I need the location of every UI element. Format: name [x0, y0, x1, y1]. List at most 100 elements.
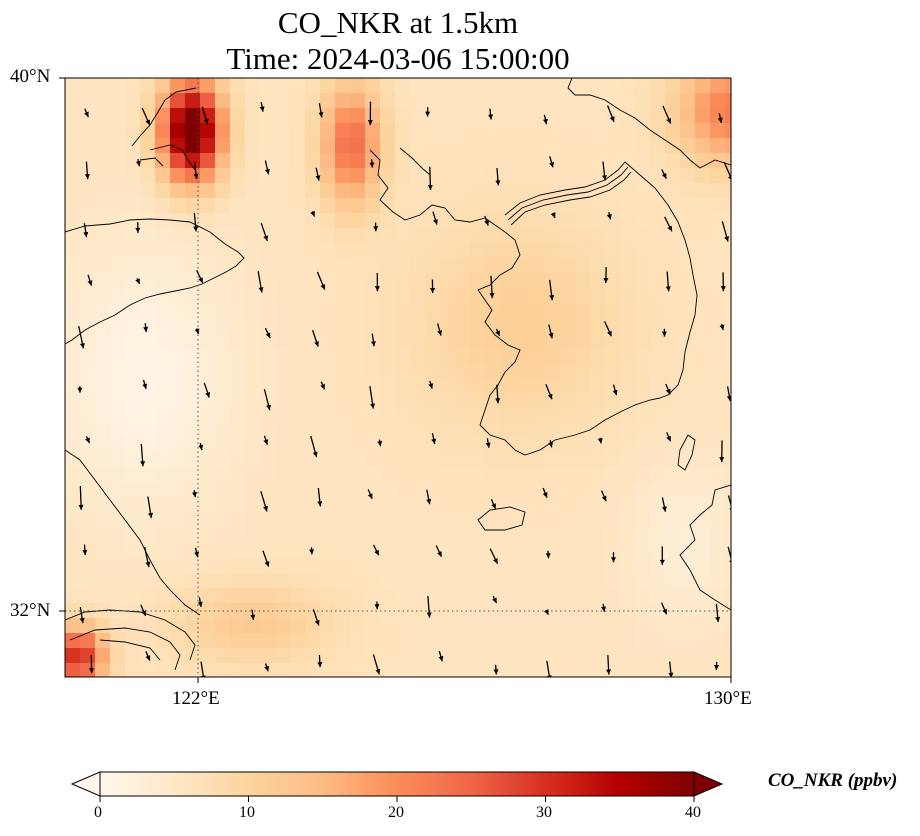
wind-arrow-head: [544, 609, 549, 615]
concentration-field: [65, 78, 731, 677]
wind-vectors: [77, 101, 731, 677]
wind-arrow-head: [377, 440, 383, 447]
wind-arrow-head: [717, 117, 723, 123]
wind-arrow-head: [548, 442, 554, 448]
wind-arrow-head: [320, 383, 325, 390]
wind-arrow-head: [606, 669, 612, 675]
wind-arrow-head: [264, 561, 270, 567]
wind-arrow-head: [542, 118, 548, 125]
wind-arrow-head: [662, 608, 667, 615]
wind-arrow-head: [145, 561, 151, 568]
wind-arrow-head: [87, 280, 93, 286]
wind-arrow-head: [668, 672, 674, 677]
wind-arrow-head: [317, 501, 323, 507]
wind-arrow-head: [148, 512, 154, 519]
wind-arrow-head: [310, 210, 315, 217]
wind-arrow-head: [78, 504, 84, 510]
wind-arrow-head: [79, 343, 85, 349]
wind-arrow-head: [714, 665, 720, 671]
wind-arrow-head: [488, 114, 494, 120]
wind-arrow-head: [135, 227, 141, 233]
wind-arrow-head: [318, 112, 324, 118]
wind-arrow-head: [193, 226, 199, 232]
wind-arrow-head: [192, 491, 198, 498]
wind-arrow-head: [258, 287, 264, 293]
wind-arrow-head: [549, 294, 555, 301]
wind-arrow-head: [433, 219, 438, 225]
wind-arrow-head: [197, 601, 203, 608]
wind-arrow-head: [85, 437, 90, 444]
wind-arrow-head: [719, 324, 725, 331]
wind-arrow-head: [145, 119, 150, 126]
wind-arrow-head: [484, 220, 489, 226]
colorbar: [70, 771, 724, 802]
wind-arrow-head: [491, 503, 496, 509]
colorbar-tick-label: 0: [94, 804, 102, 821]
wind-arrow-head: [612, 389, 618, 396]
wind-arrow: [727, 546, 731, 561]
wind-arrow-head: [135, 160, 141, 167]
wind-arrow-head: [374, 604, 380, 610]
wind-arrow-head: [542, 492, 548, 498]
wind-arrow-head: [720, 286, 726, 292]
wind-arrow-head: [427, 185, 433, 191]
wind-arrow-head: [250, 614, 256, 620]
map-time: Time: 2024-03-06 15:00:00: [226, 41, 570, 76]
wind-arrow-head: [495, 180, 501, 186]
wind-arrow-head: [140, 461, 146, 467]
wind-arrow-head: [141, 610, 146, 616]
wind-arrow-head: [438, 655, 444, 662]
wind-arrow-head: [489, 293, 495, 299]
wind-arrow-head: [597, 438, 603, 444]
wind-arrow-head: [546, 675, 552, 677]
wind-arrow-head: [545, 553, 551, 559]
wind-arrow-head: [145, 655, 151, 661]
wind-arrow-head: [437, 330, 443, 336]
wind-arrow-head: [493, 669, 499, 675]
lon-tick-label: 130°E: [704, 688, 752, 709]
wind-arrow-head: [315, 175, 321, 181]
wind-arrow-head: [666, 435, 671, 442]
wind-arrow-head: [314, 619, 320, 626]
wind-arrow-head: [485, 442, 491, 448]
wind-arrow-head: [548, 332, 554, 339]
wind-arrow-head: [547, 393, 553, 400]
wind-arrow-head: [426, 498, 432, 505]
wind-arrow-head: [603, 277, 609, 284]
wind-arrow-head: [373, 226, 379, 232]
wind-arrow-head: [659, 559, 665, 565]
colorbar-tick-label: 10: [239, 804, 255, 821]
wind-arrow-head: [79, 617, 85, 624]
wind-arrow-head: [317, 662, 323, 668]
wind-arrow-head: [726, 395, 731, 402]
wind-arrow-head: [715, 616, 721, 623]
wind-arrow-head: [374, 549, 379, 556]
colorbar-tick-label: 20: [388, 804, 404, 821]
colorbar-tick-label: 30: [536, 804, 552, 821]
wind-arrow-head: [665, 388, 671, 395]
wind-arrow-head: [200, 675, 206, 677]
wind-arrow-head: [83, 231, 89, 238]
wind-arrow-head: [665, 286, 671, 292]
wind-arrow-head: [312, 451, 318, 458]
wind-arrow-head: [198, 277, 203, 283]
wind-arrow-head: [135, 278, 140, 284]
wind-arrow-head: [77, 387, 83, 393]
wind-arrow-head: [205, 392, 211, 398]
wind-arrow-head: [437, 551, 442, 557]
colorbar-tick-label: 40: [685, 804, 701, 821]
wind-arrow-head: [724, 236, 730, 242]
wind-arrow-head: [264, 168, 270, 175]
wind-arrow-head: [719, 457, 725, 463]
wind-arrow-head: [493, 558, 498, 564]
colorbar-label: CO_NKR (ppbv): [768, 770, 898, 791]
wind-arrow-head: [606, 214, 612, 220]
wind-arrow-head: [611, 557, 617, 563]
wind-arrow-head: [492, 597, 497, 604]
wind-arrow-head: [375, 668, 381, 675]
wind-arrow-head: [426, 612, 432, 618]
wind-arrow-head: [264, 665, 269, 672]
wind-arrow-head: [661, 173, 667, 179]
wind-arrow-head: [607, 330, 612, 337]
wind-arrow-head: [549, 161, 554, 168]
